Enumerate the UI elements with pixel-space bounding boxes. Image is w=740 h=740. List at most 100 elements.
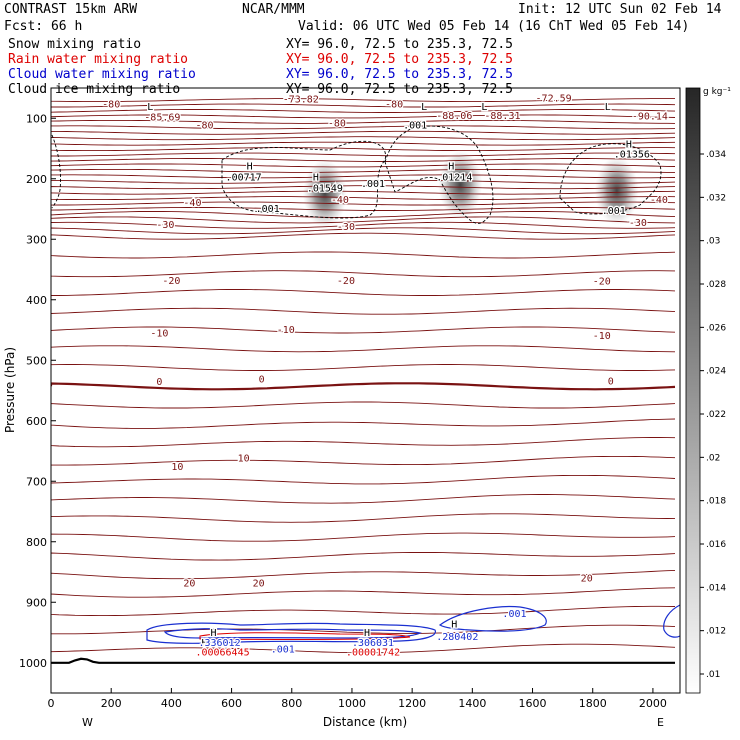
temperature-label-28: 20 xyxy=(183,579,195,590)
cloud-ice-label-4: .01214 xyxy=(436,173,472,184)
temperature-contour-23 xyxy=(51,216,676,224)
colorbar-tick-label-9: .026 xyxy=(706,323,726,333)
temperature-contour-2 xyxy=(51,103,676,108)
y-tick-label-7: 700 xyxy=(26,475,47,488)
temperature-label-3: -80 xyxy=(195,121,213,132)
temperature-label-30: 20 xyxy=(581,574,593,585)
temperature-label-12: -40 xyxy=(331,195,349,206)
temperature-contour-42 xyxy=(51,532,676,542)
temperature-label-8: -72.59 xyxy=(536,93,572,104)
extremum-marker-1: L xyxy=(147,102,153,113)
contour-labels: -80 -85.69 -80 -73.82 -80 -88.06 -88.31 -72.59 -… xyxy=(101,92,669,660)
colorbar-bar xyxy=(685,87,701,694)
temperature-label-18: -20 xyxy=(337,276,355,287)
temperature-contour-39 xyxy=(51,474,676,485)
cloud-ice-contours xyxy=(51,125,662,224)
plot-frame xyxy=(50,87,681,694)
colorbar-tick-label-2: .012 xyxy=(706,627,726,637)
temperature-label-22: -10 xyxy=(593,331,611,342)
x-tick-label-4: 600 xyxy=(221,697,242,710)
colorbar-tick-label-13: .034 xyxy=(706,150,726,160)
temperature-label-16: -30 xyxy=(629,218,647,229)
extremum-marker-2: L xyxy=(421,102,427,113)
y-axis-label: Pressure (hPa) xyxy=(3,347,17,433)
field-rain-name: Rain water mixing ratio xyxy=(8,52,188,67)
temperature-contour-44 xyxy=(51,569,676,580)
x-axis-label: Distance (km) xyxy=(323,715,407,729)
temperature-label-24: 0 xyxy=(259,375,265,386)
field-cloudwater-xy: XY= 96.0, 72.5 to 235.3, 72.5 xyxy=(286,67,513,82)
temperature-label-14: -30 xyxy=(156,220,174,231)
y-tick-label-6: 600 xyxy=(26,415,47,428)
temperature-label-17: -20 xyxy=(162,276,180,287)
field-cloudice-name: Cloud ice mixing ratio xyxy=(8,82,180,97)
temperature-contour-12 xyxy=(51,158,676,162)
temperature-label-26: 10 xyxy=(171,462,183,473)
colorbar-tick-label-10: .028 xyxy=(706,280,726,290)
temperature-label-15: -30 xyxy=(337,222,355,233)
axes: 0 200 400 600 800 1000 1200 1400 1600 1800 2000100… xyxy=(19,112,667,710)
temperature-contour-17 xyxy=(51,185,676,190)
extremum-marker-13: H xyxy=(361,638,367,649)
temperature-contour-38 xyxy=(51,455,676,466)
temperature-contour-5 xyxy=(51,119,676,124)
extremum-marker-11: H xyxy=(451,620,457,631)
x-tick-label-7: 1200 xyxy=(398,697,426,710)
plot-area: -80 -85.69 -80 -73.82 -80 -88.06 -88.31 -72.59 -… xyxy=(51,92,680,664)
colorbar-tick-label-6: .02 xyxy=(706,453,720,463)
temperature-contour-27 xyxy=(51,251,676,259)
extremum-marker-6: H xyxy=(313,173,319,184)
colorbar-tick-label-11: .03 xyxy=(706,237,720,247)
rain-label-2: .00001742 xyxy=(346,647,400,658)
temperature-contour-20 xyxy=(51,201,676,206)
x-tick-label-8: 1400 xyxy=(458,697,486,710)
surface-line xyxy=(51,657,675,664)
cloud-ice-label-2: .01549 xyxy=(307,183,343,194)
extremum-marker-4: L xyxy=(605,102,611,113)
colorbar-ticks: .01 .012 .014 .016 .018 .02 .022 .024 .026 .028 .0… xyxy=(700,150,726,680)
extremum-marker-10: H xyxy=(364,628,370,639)
temperature-contour-43 xyxy=(51,552,676,561)
temperature-contour-15 xyxy=(51,174,676,179)
x-endpoint-east: E xyxy=(657,716,664,729)
temperature-label-19: -20 xyxy=(593,277,611,288)
temperature-label-9: -90.14 xyxy=(632,111,668,122)
rain-label-1: .00066445 xyxy=(195,647,249,658)
cloud-ice-contour-3 xyxy=(559,143,662,215)
temperature-label-4: -73.82 xyxy=(283,95,319,106)
y-tick-label-4: 400 xyxy=(26,294,47,307)
temperature-label-5: -80 xyxy=(385,99,403,110)
temperature-contour-37 xyxy=(51,437,676,448)
colorbar-tick-label-3: .014 xyxy=(706,583,726,593)
y-tick-label-3: 300 xyxy=(26,233,47,246)
temperature-contour-32 xyxy=(51,345,676,353)
temperature-contour-36 xyxy=(51,418,676,429)
cloud-ice-contour-2 xyxy=(384,125,494,224)
y-tick-label-10: 1000 xyxy=(19,657,47,670)
x-tick-label-5: 800 xyxy=(281,697,302,710)
extremum-marker-9: H xyxy=(211,628,217,639)
temperature-contour-7 xyxy=(51,130,676,135)
x-tick-label-11: 2000 xyxy=(639,697,667,710)
temperature-contour-10 xyxy=(51,147,676,152)
cloud-ice-label-1: .00717 xyxy=(226,173,262,184)
snow-shading xyxy=(302,150,639,228)
cloud-ice-label-6: .001 xyxy=(403,121,427,132)
x-tick-label-9: 1600 xyxy=(519,697,547,710)
cloud-water-label-2: .001 xyxy=(271,644,295,655)
cloud-ice-contour-1 xyxy=(221,140,386,219)
field-snow-name: Snow mixing ratio xyxy=(8,37,141,52)
cloud-water-contour-2 xyxy=(163,628,422,639)
cloud-ice-label-3: .001 xyxy=(361,179,385,190)
colorbar-unit: g kg⁻¹ xyxy=(703,87,731,97)
cloud-ice-label-5: .01356 xyxy=(614,150,650,161)
temperature-contour-22 xyxy=(51,210,676,218)
temperature-contour-41 xyxy=(51,513,676,523)
institution: NCAR/MMM xyxy=(242,2,305,17)
cloud-water-contour-1 xyxy=(146,622,436,644)
temperature-label-13: -40 xyxy=(650,195,668,206)
temperature-label-21: -10 xyxy=(277,325,295,336)
temperature-contours xyxy=(51,98,676,664)
cloud-water-label-4: .280402 xyxy=(436,632,478,643)
